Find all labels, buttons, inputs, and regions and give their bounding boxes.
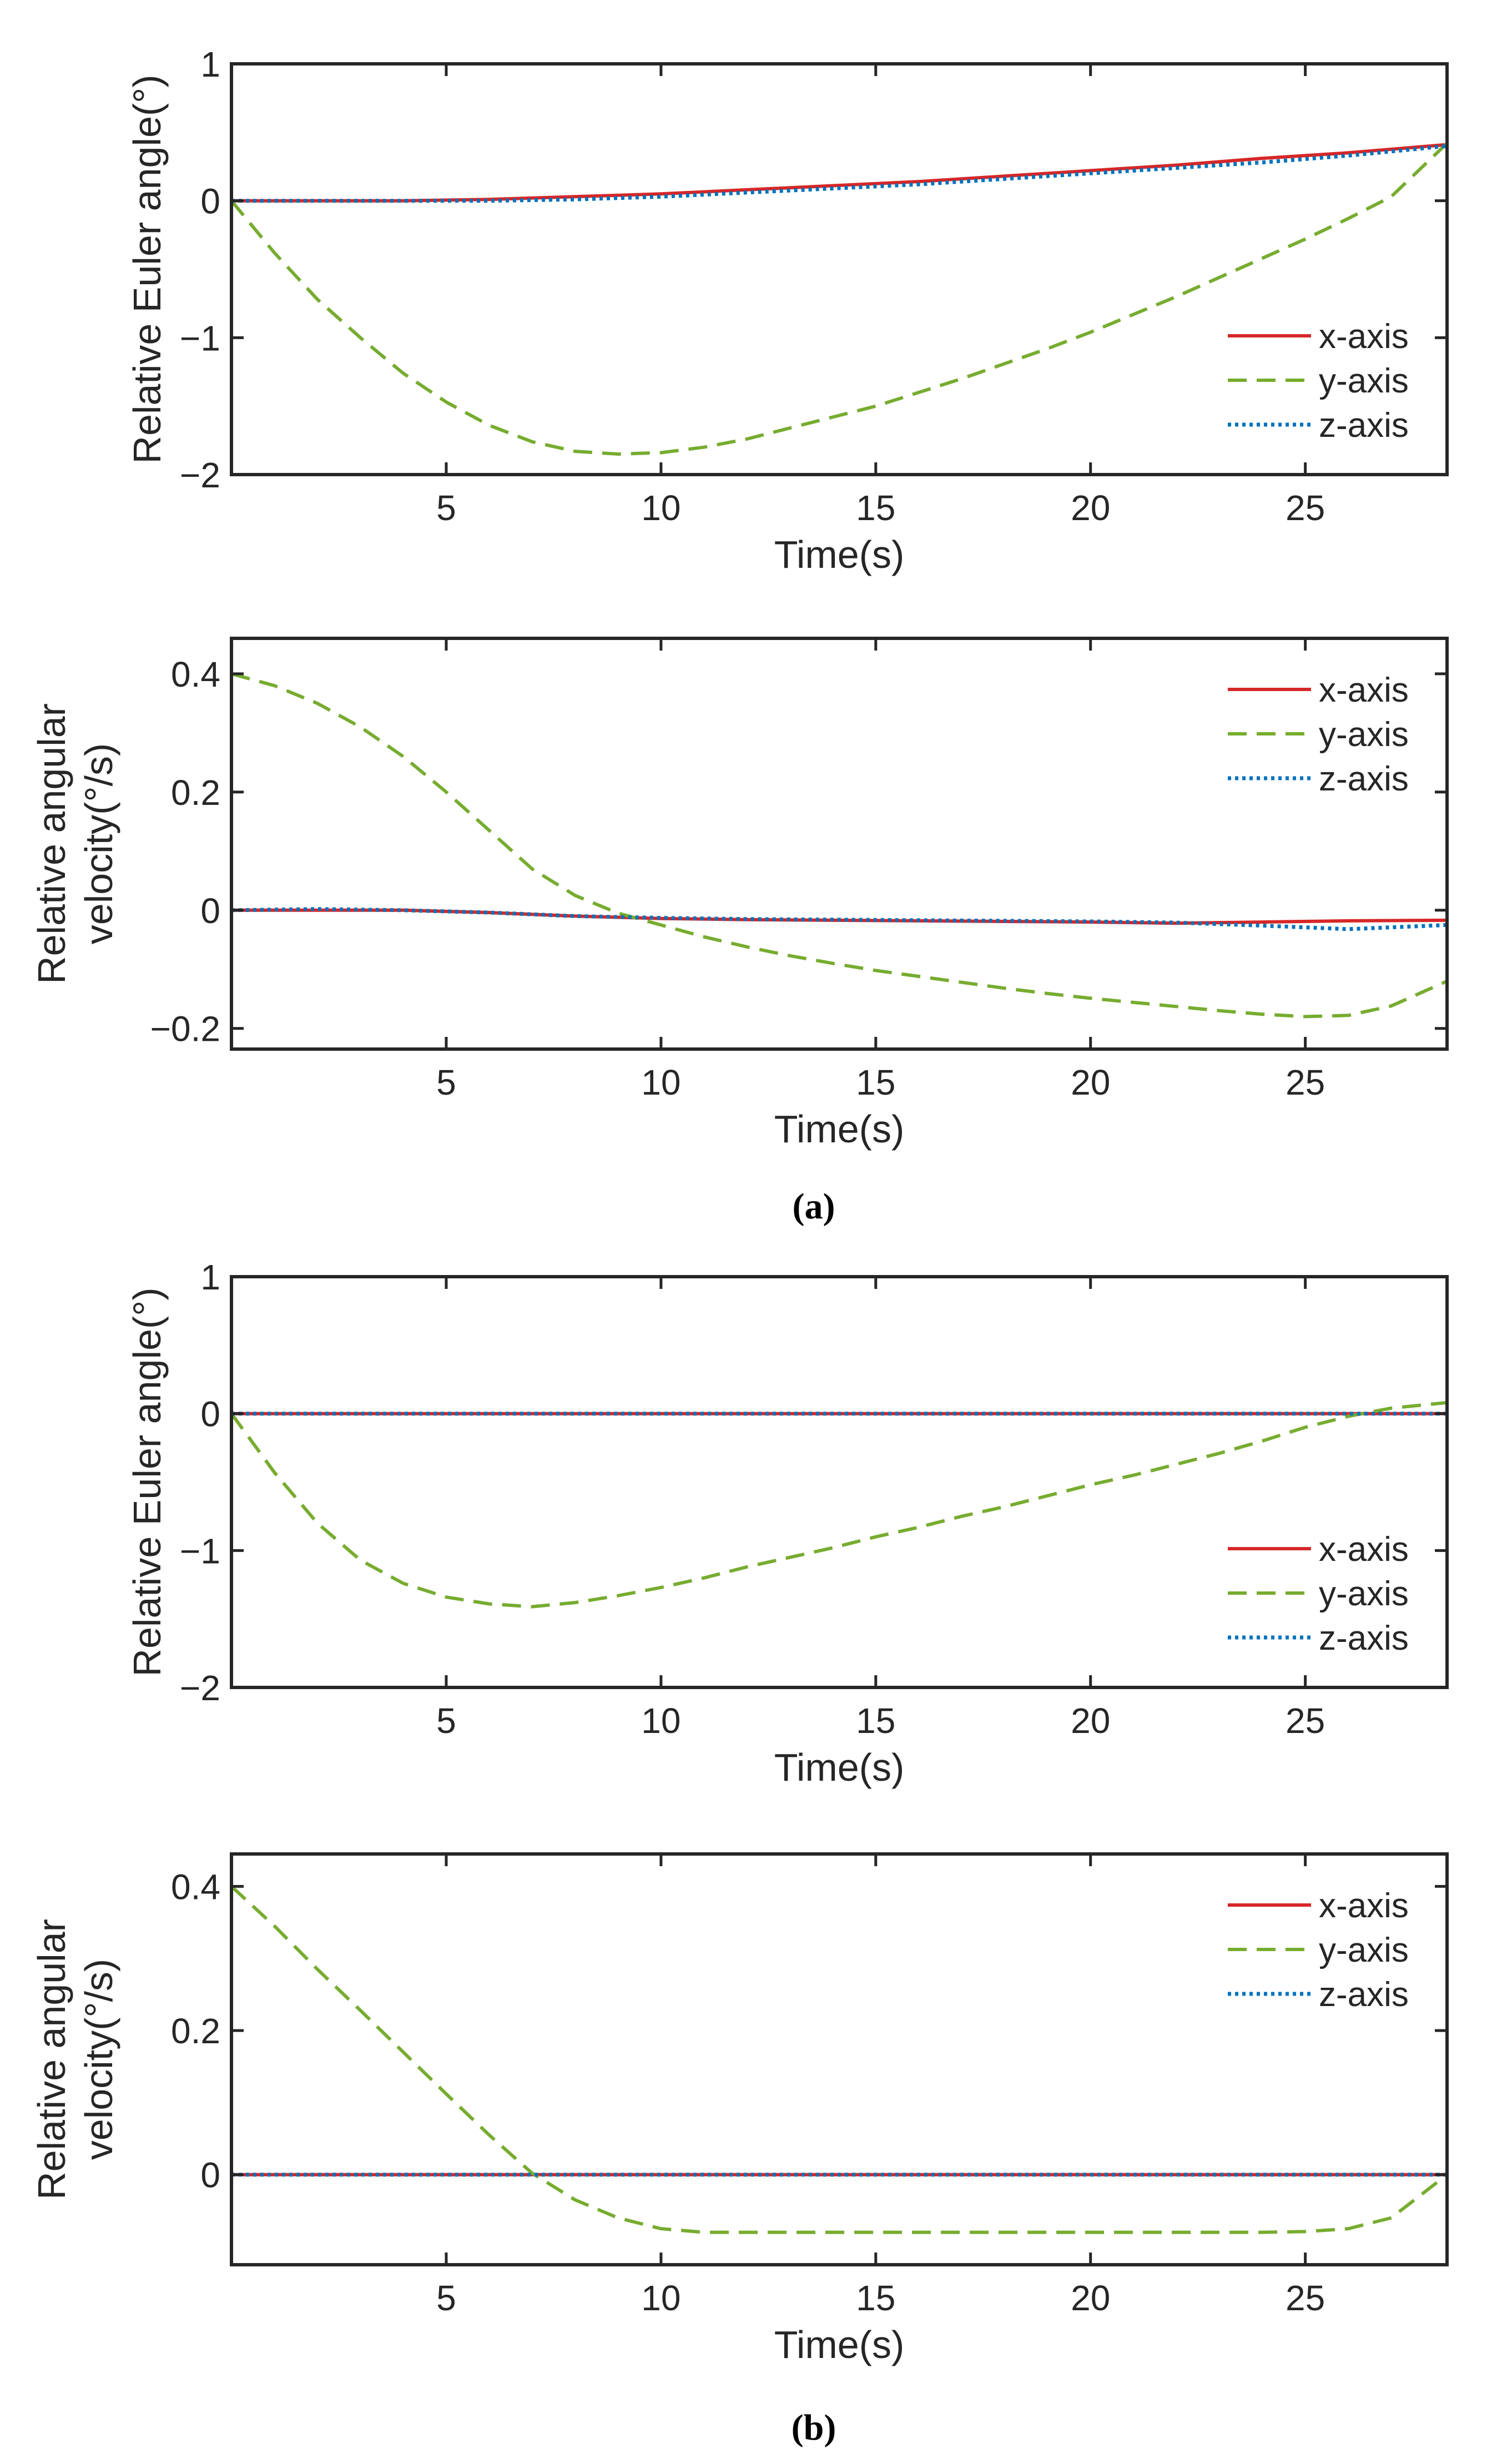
- x-tick-label: 25: [1286, 488, 1325, 528]
- x-tick-label: 25: [1286, 2278, 1325, 2318]
- series-line-y-axis: [231, 1400, 1447, 1609]
- axes-frame: [230, 637, 1449, 1051]
- x-tick-label: 5: [436, 488, 456, 528]
- axes-frame: [230, 1852, 1449, 2266]
- chart-panel-3: 5 10 15 20 25 0.4 0.2 0 Time(s) Relative angular v…: [30, 1852, 1449, 2366]
- legend-item-y-axis: y-axis: [1228, 1931, 1409, 1969]
- series-line-y-axis: [231, 672, 1447, 1019]
- legend-item-y-axis: y-axis: [1228, 715, 1409, 754]
- caption-a: (a): [793, 1186, 835, 1227]
- legend-item-y-axis: y-axis: [1228, 1575, 1409, 1613]
- y-axis-label: Relative angular velocity(°/s): [30, 1919, 120, 2200]
- legend-label: y-axis: [1319, 362, 1409, 400]
- y-tick-label: 0: [200, 2155, 220, 2195]
- legend-label: z-axis: [1319, 1976, 1409, 2014]
- x-axis-label: Time(s): [774, 1746, 905, 1789]
- x-tick-label: 15: [856, 2278, 895, 2318]
- y-tick-label: 0: [200, 182, 220, 221]
- axes-frame: [230, 62, 1449, 476]
- y-axis-label: Relative angular velocity(°/s): [30, 703, 120, 984]
- y-tick-label: 0.2: [171, 2011, 220, 2051]
- y-tick-label: 0.2: [171, 773, 220, 813]
- x-tick-label: 20: [1071, 1062, 1110, 1102]
- y-tick-label: 0: [200, 891, 220, 931]
- caption-b: (b): [792, 2407, 836, 2448]
- y-tick-label: 0: [200, 1394, 220, 1434]
- legend-item-x-axis: x-axis: [1228, 1530, 1409, 1569]
- x-tick-label: 10: [641, 1062, 681, 1102]
- x-tick-label: 15: [856, 1062, 895, 1102]
- legend-item-y-axis: y-axis: [1228, 362, 1409, 400]
- series-line-z-axis: [231, 907, 1447, 931]
- x-tick-label: 10: [641, 488, 681, 528]
- y-tick-label: −1: [180, 318, 220, 358]
- x-tick-label: 5: [436, 1701, 456, 1741]
- axes-frame: [230, 1275, 1449, 1689]
- legend-item-z-axis: z-axis: [1228, 1976, 1409, 2014]
- legend-item-z-axis: z-axis: [1228, 406, 1409, 445]
- series-line-y-axis: [231, 1885, 1447, 2234]
- y-axis-label: Relative Euler angle(°): [125, 74, 169, 463]
- x-tick-label: 20: [1071, 2278, 1110, 2318]
- legend-item-x-axis: x-axis: [1228, 1887, 1409, 1925]
- legend-label: z-axis: [1319, 760, 1409, 798]
- x-axis-label: Time(s): [774, 1107, 905, 1151]
- legend-label: z-axis: [1319, 406, 1409, 445]
- y-tick-label: −2: [180, 1668, 220, 1708]
- legend-label: z-axis: [1319, 1619, 1409, 1657]
- y-axis-label: Relative Euler angle(°): [125, 1287, 169, 1676]
- x-tick-label: 15: [856, 488, 895, 528]
- legend-label: x-axis: [1319, 1887, 1409, 1925]
- x-tick-label: 15: [856, 1701, 895, 1741]
- series-line-x-axis: [231, 143, 1447, 203]
- chart-panel-1: 5 10 15 20 25 0.4 0.2 0 −0.2 Time(s) Relative angu…: [30, 637, 1449, 1151]
- series-line-y-axis: [231, 142, 1447, 456]
- x-tick-label: 10: [641, 1701, 681, 1741]
- y-tick-label: −0.2: [150, 1009, 220, 1049]
- legend-label: y-axis: [1319, 1931, 1409, 1969]
- x-tick-label: 5: [436, 1062, 456, 1102]
- legend-item-x-axis: x-axis: [1228, 318, 1409, 356]
- x-tick-label: 5: [436, 2278, 456, 2318]
- legend-label: x-axis: [1319, 1530, 1409, 1569]
- x-tick-label: 25: [1286, 1701, 1325, 1741]
- x-tick-label: 25: [1286, 1062, 1325, 1102]
- y-tick-label: −2: [180, 455, 220, 495]
- x-tick-label: 20: [1071, 488, 1110, 528]
- legend-label: y-axis: [1319, 715, 1409, 754]
- legend-item-x-axis: x-axis: [1228, 671, 1409, 709]
- legend-label: x-axis: [1319, 318, 1409, 356]
- y-tick-label: 1: [200, 44, 220, 84]
- legend-label: x-axis: [1319, 671, 1409, 709]
- y-tick-label: 0.4: [171, 1867, 220, 1907]
- series-line-z-axis: [231, 144, 1447, 203]
- legend-item-z-axis: z-axis: [1228, 760, 1409, 798]
- x-axis-label: Time(s): [774, 2323, 905, 2366]
- legend-item-z-axis: z-axis: [1228, 1619, 1409, 1657]
- y-tick-label: 1: [200, 1257, 220, 1297]
- y-tick-label: −1: [180, 1531, 220, 1571]
- x-tick-label: 10: [641, 2278, 681, 2318]
- x-axis-label: Time(s): [774, 533, 905, 576]
- x-tick-label: 20: [1071, 1701, 1110, 1741]
- legend-label: y-axis: [1319, 1575, 1409, 1613]
- y-tick-label: 0.4: [171, 654, 220, 694]
